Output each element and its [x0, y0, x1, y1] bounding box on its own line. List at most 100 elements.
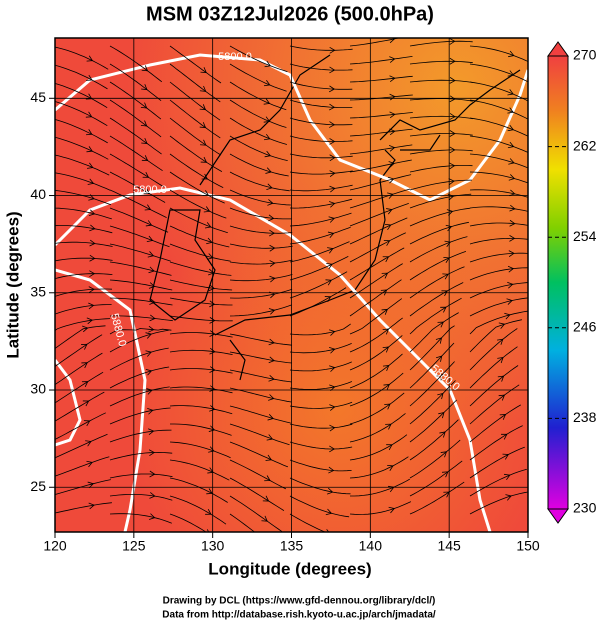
streamline — [109, 494, 173, 501]
streamline — [289, 170, 353, 175]
stream-arrow — [568, 248, 574, 254]
stream-arrow — [442, 273, 449, 280]
stream-arrow — [507, 124, 515, 132]
stream-arrow — [268, 229, 276, 237]
streamline — [349, 353, 403, 389]
stream-arrow — [267, 199, 274, 206]
stream-arrow — [436, 374, 443, 381]
stream-arrow — [209, 347, 216, 355]
stream-arrow — [140, 102, 148, 109]
streamline — [229, 81, 287, 111]
streamline — [170, 423, 232, 436]
stream-arrow — [444, 240, 452, 247]
stream-arrow — [203, 206, 211, 213]
streamline — [109, 189, 167, 218]
streamline — [289, 323, 351, 336]
streamline — [409, 460, 463, 497]
stream-arrow — [144, 204, 152, 211]
stream-arrow — [146, 235, 154, 242]
chart-title: MSM 03Z12Jul2026 (500.0hPa) — [146, 3, 434, 25]
streamline — [469, 491, 528, 515]
streamline — [409, 133, 473, 137]
stream-arrow — [149, 314, 156, 322]
stream-arrow — [204, 222, 212, 229]
stream-arrow — [141, 84, 148, 91]
stream-arrow — [200, 139, 207, 146]
x-axis-label: Longitude (degrees) — [208, 559, 371, 578]
colorbar-tick-label: 262 — [573, 137, 597, 153]
colorbar — [547, 55, 569, 510]
stream-arrow — [201, 173, 209, 180]
stream-arrow — [570, 312, 575, 318]
streamline — [169, 117, 222, 156]
streamline — [349, 232, 406, 263]
streamline — [469, 45, 528, 62]
streamline — [169, 225, 230, 248]
streamline — [349, 112, 413, 119]
stream-arrow — [387, 176, 395, 184]
streamline — [289, 441, 353, 450]
contour-label: 5800.0 — [218, 51, 252, 63]
streamlines — [55, 38, 575, 541]
streamline — [229, 45, 288, 73]
stream-arrow — [388, 145, 396, 152]
streamline — [349, 372, 404, 407]
stream-arrow — [89, 254, 96, 262]
streamline — [229, 304, 292, 317]
streamline — [409, 439, 461, 479]
stream-arrow — [325, 508, 333, 516]
stream-arrow — [262, 495, 270, 502]
stream-arrow — [208, 268, 215, 276]
streamline — [409, 165, 473, 173]
stream-arrow — [86, 162, 94, 169]
streamline — [55, 64, 108, 90]
streamline — [289, 135, 353, 142]
stream-arrow — [88, 209, 96, 217]
streamline — [55, 101, 108, 127]
streamline — [409, 282, 464, 317]
streamline — [289, 477, 351, 495]
stream-arrow — [260, 536, 266, 541]
streamline — [229, 423, 290, 446]
x-tick-label: 130 — [201, 538, 225, 554]
streamline — [349, 317, 403, 353]
streamline — [109, 328, 172, 335]
stream-arrow — [264, 150, 272, 158]
stream-arrow — [327, 231, 335, 239]
stream-arrow — [505, 494, 512, 501]
streamline — [109, 473, 173, 479]
streamline — [109, 297, 173, 306]
stream-arrow — [265, 454, 273, 461]
streamline — [169, 332, 233, 338]
stream-arrow — [380, 289, 388, 296]
streamline — [349, 413, 406, 443]
streamline — [55, 433, 108, 459]
stream-arrow — [389, 75, 396, 83]
streamline — [289, 117, 353, 126]
stream-arrow — [145, 332, 152, 339]
streamline — [289, 513, 327, 532]
stream-arrow — [200, 156, 208, 163]
stream-arrow — [148, 282, 156, 289]
stream-arrow — [388, 506, 396, 514]
stream-arrow — [439, 431, 446, 438]
streamline — [349, 335, 403, 371]
stream-arrow — [85, 111, 93, 118]
streamline — [229, 405, 291, 424]
stream-arrow — [81, 381, 89, 387]
streamline — [289, 271, 348, 299]
stream-arrow — [328, 103, 336, 111]
stream-arrow — [329, 404, 336, 411]
stream-arrow — [269, 244, 276, 252]
stream-arrow — [437, 321, 445, 328]
streamline — [349, 144, 413, 155]
streamline — [409, 342, 455, 389]
streamline — [229, 243, 293, 249]
stream-arrow — [327, 247, 334, 254]
y-axis-label: Latitude (degrees) — [3, 211, 22, 358]
stream-arrow — [508, 250, 515, 257]
stream-arrow — [209, 317, 216, 324]
stream-arrow — [389, 93, 396, 101]
stream-arrow — [141, 155, 149, 162]
